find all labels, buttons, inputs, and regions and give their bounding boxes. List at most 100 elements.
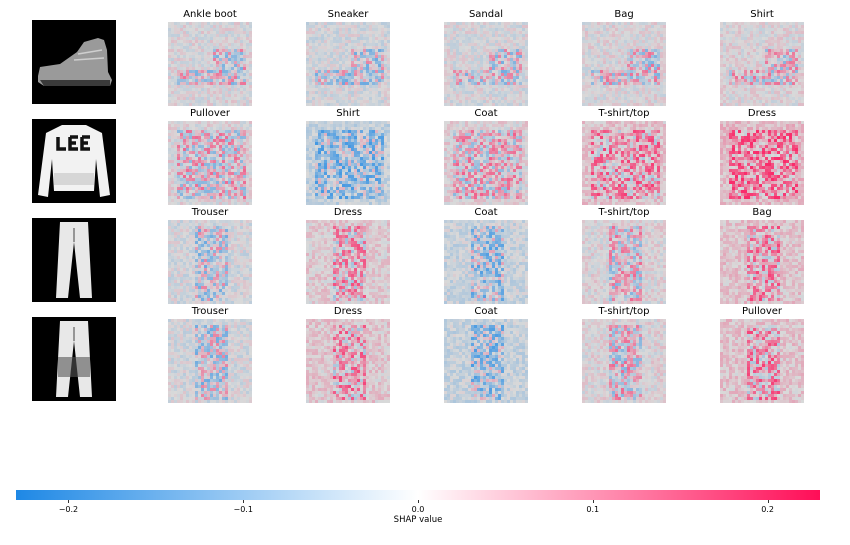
shap-cell <box>342 64 345 67</box>
shap-cell <box>789 82 792 85</box>
shap-cell <box>615 58 618 61</box>
shap-cell <box>231 61 234 64</box>
shap-cell <box>189 148 192 151</box>
shap-cell <box>495 37 498 40</box>
shap-cell <box>519 91 522 94</box>
shap-cell <box>600 100 603 103</box>
shap-cell <box>495 82 498 85</box>
shap-cell <box>498 76 501 79</box>
shap-cell <box>786 49 789 52</box>
shap-cell <box>720 94 723 97</box>
shap-cell <box>792 85 795 88</box>
shap-cell <box>444 88 447 91</box>
shap-cell <box>750 67 753 70</box>
shap-cell <box>654 46 657 49</box>
shap-cell <box>384 97 387 100</box>
shap-cell <box>333 28 336 31</box>
shap-cell <box>234 169 237 172</box>
shap-cell <box>312 121 315 124</box>
shap-cell <box>792 40 795 43</box>
shap-cell <box>504 64 507 67</box>
shap-cell <box>360 130 363 133</box>
shap-cell <box>513 61 516 64</box>
shap-cell <box>783 100 786 103</box>
shap-cell <box>765 61 768 64</box>
shap-cell <box>222 100 225 103</box>
shap-cell <box>216 190 219 193</box>
shap-cell <box>378 79 381 82</box>
shap-cell <box>219 52 222 55</box>
shap-cell <box>582 79 585 82</box>
shap-cell <box>192 58 195 61</box>
shap-cell <box>324 133 327 136</box>
shap-cell <box>180 199 183 202</box>
shap-cell <box>612 100 615 103</box>
shap-cell <box>225 163 228 166</box>
shap-cell <box>621 61 624 64</box>
shap-cell <box>387 52 390 55</box>
shap-cell <box>324 46 327 49</box>
shap-cell <box>741 91 744 94</box>
shap-cell <box>519 40 522 43</box>
shap-cell <box>249 151 252 154</box>
shap-cell <box>219 139 222 142</box>
shap-cell <box>627 43 630 46</box>
shap-cell <box>750 46 753 49</box>
shap-cell <box>792 25 795 28</box>
shap-cell <box>597 25 600 28</box>
shap-cell <box>246 94 249 97</box>
shap-cell <box>210 37 213 40</box>
shap-cell <box>321 76 324 79</box>
shap-cell <box>369 37 372 40</box>
shap-cell <box>792 55 795 58</box>
shap-cell <box>501 91 504 94</box>
shap-cell <box>447 64 450 67</box>
shap-cell <box>228 46 231 49</box>
shap-cell <box>378 46 381 49</box>
shap-cell <box>213 64 216 67</box>
shap-cell <box>729 73 732 76</box>
shap-cell <box>477 61 480 64</box>
shap-cell <box>516 40 519 43</box>
shap-cell <box>651 31 654 34</box>
shap-cell <box>750 97 753 100</box>
shap-cell <box>234 34 237 37</box>
shap-cell <box>249 175 252 178</box>
shap-cell <box>648 67 651 70</box>
shap-cell <box>234 145 237 148</box>
shap-cell <box>243 67 246 70</box>
shap-cell <box>771 37 774 40</box>
shap-cell <box>210 172 213 175</box>
shap-cell <box>216 52 219 55</box>
shap-cell <box>444 76 447 79</box>
shap-cell <box>177 127 180 130</box>
shap-cell <box>180 187 183 190</box>
shap-cell <box>213 58 216 61</box>
shap-cell <box>603 34 606 37</box>
shap-cell <box>333 82 336 85</box>
shap-cell <box>246 193 249 196</box>
shap-cell <box>357 25 360 28</box>
shap-cell <box>168 70 171 73</box>
shap-cell <box>387 100 390 103</box>
shap-cell <box>192 154 195 157</box>
shap-cell <box>663 25 666 28</box>
shap-cell <box>513 82 516 85</box>
shap-cell <box>609 100 612 103</box>
shap-cell <box>219 55 222 58</box>
shap-cell <box>246 31 249 34</box>
shap-cell <box>744 67 747 70</box>
shap-cell <box>243 46 246 49</box>
shap-cell <box>177 202 180 205</box>
shap-cell <box>213 103 216 106</box>
shap-cell <box>630 22 633 25</box>
shap-cell <box>783 46 786 49</box>
shap-cell <box>519 58 522 61</box>
shap-cell <box>228 34 231 37</box>
shap-cell <box>171 142 174 145</box>
shap-cell <box>501 88 504 91</box>
shap-cell <box>501 58 504 61</box>
shap-cell <box>624 52 627 55</box>
shap-cell <box>744 103 747 106</box>
shap-cell <box>192 49 195 52</box>
